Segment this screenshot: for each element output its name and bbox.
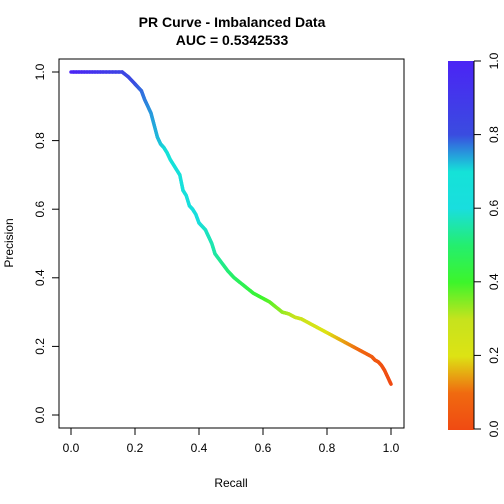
plot-frame bbox=[58, 58, 405, 429]
x-tick-label: 0.2 bbox=[127, 441, 144, 455]
y-tick-label: 0.4 bbox=[33, 269, 47, 286]
chart-title: PR Curve - Imbalanced Data bbox=[139, 14, 326, 30]
y-tick-label: 0.8 bbox=[33, 132, 47, 149]
curve-segment bbox=[388, 381, 393, 386]
x-tick-label: 1.0 bbox=[383, 441, 400, 455]
x-tick-label: 0.8 bbox=[319, 441, 336, 455]
y-tick-label: 0.0 bbox=[33, 406, 47, 423]
key-tick-label: 1.0 bbox=[487, 52, 501, 69]
y-tick-label: 0.2 bbox=[33, 338, 47, 355]
chart-subtitle: AUC = 0.5342533 bbox=[176, 32, 289, 48]
y-tick-label: 0.6 bbox=[33, 201, 47, 218]
key-tick-label: 0.6 bbox=[487, 200, 501, 217]
x-tick-label: 0.6 bbox=[255, 441, 272, 455]
color-key-bar bbox=[448, 61, 474, 430]
key-tick-label: 0.4 bbox=[487, 273, 501, 290]
y-axis-label: Precision bbox=[2, 218, 16, 267]
key-tick-label: 0.0 bbox=[487, 420, 501, 437]
x-tick-label: 0.0 bbox=[63, 441, 80, 455]
color-key-axis: 0.0 0.2 0.4 0.6 0.8 1.0 bbox=[473, 52, 501, 437]
pr-curve-line bbox=[69, 70, 393, 386]
y-axis: 0.0 0.2 0.4 0.6 0.8 1.0 bbox=[33, 63, 60, 423]
key-tick-label: 0.2 bbox=[487, 347, 501, 364]
x-tick-label: 0.4 bbox=[191, 441, 208, 455]
y-tick-label: 1.0 bbox=[33, 63, 47, 80]
x-axis-label: Recall bbox=[214, 476, 247, 490]
key-tick-label: 0.8 bbox=[487, 126, 501, 143]
x-axis: 0.0 0.2 0.4 0.6 0.8 1.0 bbox=[63, 427, 400, 455]
